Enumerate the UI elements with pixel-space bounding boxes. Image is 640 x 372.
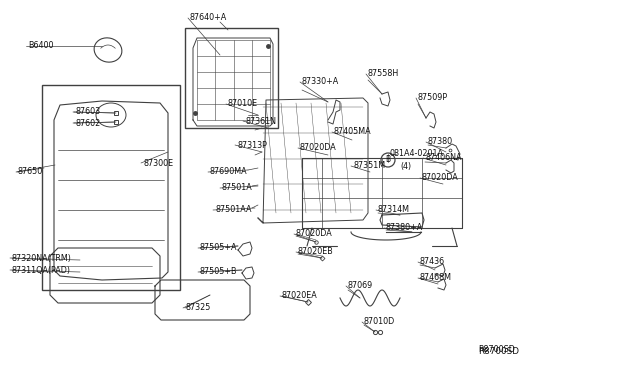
Text: 87313P: 87313P	[237, 141, 267, 150]
Text: 87501AA: 87501AA	[215, 205, 252, 215]
Text: 87010D: 87010D	[364, 317, 396, 327]
Text: 87020DA: 87020DA	[296, 230, 333, 238]
Text: 87314M: 87314M	[378, 205, 410, 215]
Text: 87602: 87602	[75, 119, 100, 128]
Text: 87640+A: 87640+A	[190, 13, 227, 22]
Text: 87505+B: 87505+B	[200, 267, 237, 276]
Text: 87406NA: 87406NA	[425, 154, 461, 163]
Text: 87650: 87650	[18, 167, 44, 176]
Bar	[185, 28, 278, 128]
Text: 87320NA(TRM): 87320NA(TRM)	[12, 253, 72, 263]
Text: 081A4-0201A: 081A4-0201A	[390, 150, 444, 158]
Text: R8700SD: R8700SD	[478, 346, 515, 355]
Text: 87010E: 87010E	[228, 99, 258, 109]
Text: 87468M: 87468M	[420, 273, 452, 282]
Text: 87603: 87603	[75, 108, 100, 116]
Text: 87325: 87325	[185, 304, 211, 312]
Text: 87405MA: 87405MA	[334, 128, 372, 137]
Text: 87690MA: 87690MA	[210, 167, 248, 176]
Text: R8700SD: R8700SD	[478, 347, 519, 356]
Text: 87501A: 87501A	[222, 183, 253, 192]
Text: 87509P: 87509P	[418, 93, 448, 103]
Text: 87020DA: 87020DA	[300, 144, 337, 153]
Text: 87380+A: 87380+A	[386, 224, 423, 232]
Text: 87311QA(PAD): 87311QA(PAD)	[12, 266, 71, 275]
Text: 87436: 87436	[420, 257, 445, 266]
Text: 87020EA: 87020EA	[282, 292, 317, 301]
Text: 87069: 87069	[348, 282, 373, 291]
Text: 87380: 87380	[428, 138, 453, 147]
Text: 87558H: 87558H	[368, 70, 399, 78]
Text: 87351M: 87351M	[353, 161, 385, 170]
Text: 87020EB: 87020EB	[298, 247, 333, 257]
Text: B6400: B6400	[28, 42, 54, 51]
Text: B: B	[385, 155, 390, 164]
Text: 87330+A: 87330+A	[302, 77, 339, 87]
Text: 87300E: 87300E	[143, 158, 173, 167]
Text: (4): (4)	[400, 161, 411, 170]
Text: 87020DA: 87020DA	[422, 173, 459, 183]
Text: 87361N: 87361N	[245, 116, 276, 125]
Text: 87505+A: 87505+A	[200, 244, 237, 253]
Bar	[42, 85, 180, 290]
